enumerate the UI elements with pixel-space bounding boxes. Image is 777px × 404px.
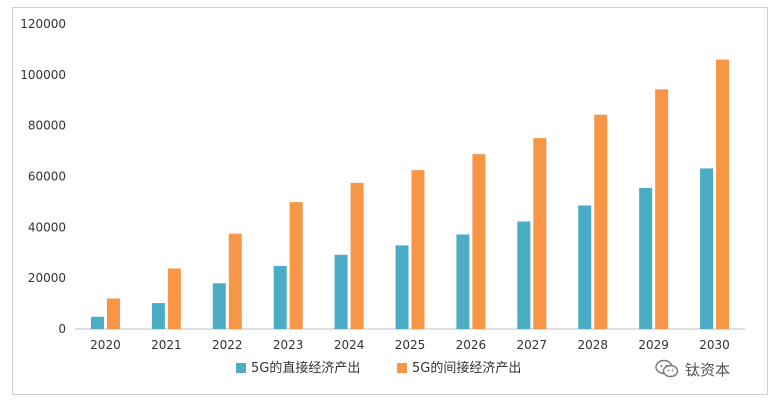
x-tick-label: 2027	[517, 338, 548, 352]
bar-series-2	[167, 268, 181, 329]
y-tick-label: 0	[58, 322, 66, 336]
y-axis-labels: 0 20000 40000 60000 80000 100000 120000	[20, 17, 66, 336]
bar-series-1	[456, 234, 470, 329]
bar-series-2	[411, 170, 425, 329]
bar-series-1	[517, 221, 531, 329]
legend-swatch-2	[397, 363, 407, 373]
legend: 5G的直接经济产出 5G的间接经济产出	[236, 360, 521, 376]
bar-series-2	[350, 182, 364, 329]
bar-series-2	[716, 59, 730, 329]
bar-series-2	[289, 202, 303, 329]
x-tick-label: 2024	[334, 338, 365, 352]
chart-frame	[12, 7, 768, 395]
x-tick-label: 2021	[151, 338, 182, 352]
bar-series-2	[533, 138, 547, 329]
legend-swatch-1	[236, 363, 246, 373]
bar-series-1	[700, 168, 714, 329]
bar-series-1	[90, 316, 104, 329]
x-tick-label: 2028	[577, 338, 608, 352]
y-tick-label: 120000	[20, 17, 66, 31]
wechat-icon	[655, 359, 679, 378]
legend-label-2: 5G的间接经济产出	[412, 360, 521, 376]
x-tick-label: 2025	[395, 338, 426, 352]
bar-series-1	[395, 245, 409, 329]
bar-series-1	[212, 283, 226, 329]
bar-series-2	[472, 154, 486, 329]
bar-series-2	[106, 298, 120, 329]
x-tick-label: 2026	[456, 338, 487, 352]
y-tick-label: 100000	[20, 68, 66, 82]
x-tick-label: 2023	[273, 338, 304, 352]
bar-series-1	[578, 205, 592, 329]
bar-series-1	[151, 303, 165, 329]
bar-series-1	[273, 265, 287, 329]
x-axis-labels: 2020 2021 2022 2023 2024 2025 2026 2027 2028 2029…	[90, 338, 730, 352]
x-tick-label: 2029	[638, 338, 669, 352]
y-tick-label: 20000	[28, 271, 66, 285]
bar-series-2	[228, 233, 242, 329]
bar-series-2	[655, 89, 669, 329]
bars	[90, 59, 730, 329]
y-tick-label: 60000	[28, 170, 66, 184]
bar-series-1	[639, 187, 653, 329]
x-tick-label: 2020	[90, 338, 121, 352]
x-tick-label: 2022	[212, 338, 243, 352]
bar-series-2	[594, 114, 608, 329]
y-tick-label: 40000	[28, 220, 66, 234]
x-tick-label: 2030	[699, 338, 730, 352]
legend-label-1: 5G的直接经济产出	[251, 360, 360, 376]
watermark-text: 钛资本	[685, 360, 731, 379]
y-tick-label: 80000	[28, 119, 66, 133]
bar-series-1	[334, 254, 348, 329]
watermark: 钛资本	[655, 358, 765, 380]
